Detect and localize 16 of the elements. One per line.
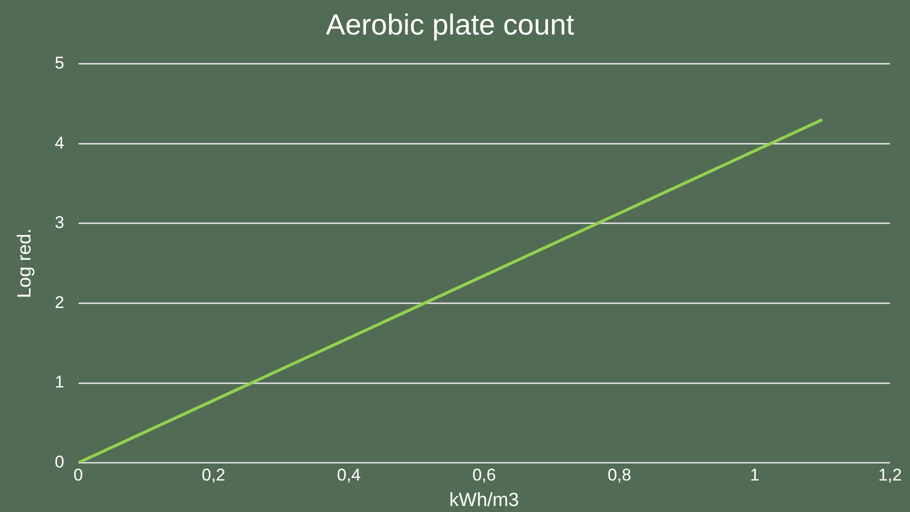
x-tick-label: 0,4 [337, 466, 361, 485]
x-tick-label: 0 [74, 466, 83, 485]
chart-title: Aerobic plate count [326, 9, 574, 42]
x-tick-label: 0,2 [202, 466, 226, 485]
y-tick-label: 3 [54, 213, 64, 232]
x-axis-title: kWh/m3 [449, 490, 519, 511]
y-tick-label: 0 [54, 452, 64, 472]
y-tick-label: 1 [54, 372, 64, 392]
y-tick-label: 2 [54, 292, 64, 312]
x-tick-label: 1,2 [878, 466, 902, 485]
x-tick-label: 0,8 [608, 466, 632, 485]
y-axis-title: Log red. [14, 228, 36, 298]
x-tick-label: 1 [750, 466, 760, 485]
y-tick-label: 4 [54, 133, 64, 152]
y-tick-label: 5 [54, 53, 64, 72]
x-tick-label: 0,6 [472, 466, 496, 485]
